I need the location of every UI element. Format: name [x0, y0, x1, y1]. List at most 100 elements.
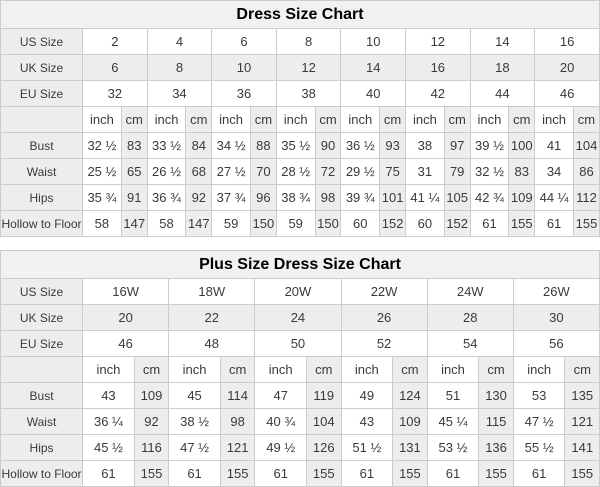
measure-inch-value: 34: [534, 158, 574, 185]
unit-cm-label: cm: [392, 356, 428, 383]
unit-cm-label: cm: [133, 356, 170, 383]
unit-cm-label: cm: [185, 106, 213, 133]
row-label: EU Size: [0, 80, 84, 107]
measure-cm-value: 91: [120, 184, 148, 211]
measure-cm-value: 86: [572, 158, 600, 185]
measure-inch-value: 61: [168, 460, 221, 487]
unit-inch-label: inch: [82, 106, 122, 133]
measure-cm-value: 116: [133, 434, 170, 461]
unit-inch-label: inch: [512, 356, 566, 383]
size-value: 16: [534, 28, 600, 55]
size-value: 8: [146, 54, 213, 81]
measure-cm-value: 119: [306, 382, 342, 409]
measure-inch-value: 38 ¾: [275, 184, 316, 211]
measure-inch-value: 61: [469, 210, 510, 237]
size-value: 18: [469, 54, 536, 81]
unit-cm-label: cm: [306, 356, 342, 383]
unit-inch-label: inch: [534, 106, 574, 133]
unit-row-label: [0, 356, 84, 383]
size-value: 24: [254, 304, 342, 331]
measure-cm-value: 109: [392, 408, 428, 435]
measure-inch-value: 42 ¾: [469, 184, 510, 211]
measure-inch-value: 43: [340, 408, 394, 435]
measure-inch-value: 33 ½: [146, 132, 187, 159]
measure-cm-value: 121: [219, 434, 256, 461]
chart-title: Dress Size Chart: [0, 0, 600, 29]
unit-inch-label: inch: [211, 106, 251, 133]
measure-cm-value: 84: [185, 132, 213, 159]
measure-inch-value: 41 ¼: [405, 184, 445, 211]
measure-cm-value: 155: [564, 460, 600, 487]
measure-cm-value: 72: [314, 158, 342, 185]
row-label: Waist: [0, 158, 84, 185]
unit-inch-label: inch: [275, 106, 316, 133]
size-value: 40: [340, 80, 407, 107]
measure-cm-value: 79: [443, 158, 471, 185]
measure-inch-value: 36 ¾: [146, 184, 187, 211]
measure-inch-value: 34 ½: [211, 132, 251, 159]
measure-cm-value: 150: [314, 210, 342, 237]
measure-inch-value: 51 ½: [340, 434, 394, 461]
measure-inch-value: 60: [340, 210, 381, 237]
measure-inch-value: 60: [405, 210, 445, 237]
measure-inch-value: 43: [82, 382, 135, 409]
measure-cm-value: 109: [133, 382, 170, 409]
unit-cm-label: cm: [564, 356, 600, 383]
measure-inch-value: 45 ¼: [426, 408, 480, 435]
measure-inch-value: 32 ½: [82, 132, 122, 159]
unit-cm-label: cm: [249, 106, 277, 133]
measure-inch-value: 40 ¾: [254, 408, 308, 435]
unit-inch-label: inch: [340, 106, 381, 133]
measure-cm-value: 100: [508, 132, 536, 159]
size-value: 22: [168, 304, 256, 331]
measure-inch-value: 61: [254, 460, 308, 487]
measure-cm-value: 135: [564, 382, 600, 409]
measure-inch-value: 47 ½: [168, 434, 221, 461]
measure-cm-value: 92: [133, 408, 170, 435]
size-value: 16W: [82, 278, 170, 305]
row-label: US Size: [0, 278, 84, 305]
unit-inch-label: inch: [82, 356, 135, 383]
measure-inch-value: 61: [426, 460, 480, 487]
unit-cm-label: cm: [120, 106, 148, 133]
chart-title: Plus Size Dress Size Chart: [0, 250, 600, 279]
dress-size-chart-table: Dress Size Chart US Size 2 4 6 8 10 12 14 16 UK Si…: [0, 0, 600, 237]
measure-inch-value: 28 ½: [275, 158, 316, 185]
measure-cm-value: 155: [508, 210, 536, 237]
size-value: 38: [275, 80, 342, 107]
measure-cm-value: 114: [219, 382, 256, 409]
size-value: 36: [211, 80, 277, 107]
measure-cm-value: 101: [379, 184, 407, 211]
row-label: Hollow to Floor: [0, 210, 84, 237]
measure-cm-value: 97: [443, 132, 471, 159]
measure-inch-value: 49 ½: [254, 434, 308, 461]
size-value: 24W: [426, 278, 514, 305]
row-label: Bust: [0, 382, 84, 409]
measure-inch-value: 58: [82, 210, 122, 237]
measure-cm-value: 70: [249, 158, 277, 185]
measure-inch-value: 39 ¾: [340, 184, 381, 211]
size-value: 20W: [254, 278, 342, 305]
measure-inch-value: 58: [146, 210, 187, 237]
size-value: 26W: [512, 278, 600, 305]
measure-cm-value: 109: [508, 184, 536, 211]
size-value: 44: [469, 80, 536, 107]
row-label: Hollow to Floor: [0, 460, 84, 487]
size-value: 10: [211, 54, 277, 81]
size-value: 6: [211, 28, 277, 55]
measure-cm-value: 83: [120, 132, 148, 159]
measure-cm-value: 131: [392, 434, 428, 461]
size-value: 14: [340, 54, 407, 81]
size-value: 6: [82, 54, 148, 81]
row-label: UK Size: [0, 304, 84, 331]
size-value: 18W: [168, 278, 256, 305]
unit-cm-label: cm: [379, 106, 407, 133]
unit-cm-label: cm: [219, 356, 256, 383]
size-value: 46: [82, 330, 170, 357]
size-value: 34: [146, 80, 213, 107]
row-label: Waist: [0, 408, 84, 435]
measure-inch-value: 53: [512, 382, 566, 409]
measure-cm-value: 126: [306, 434, 342, 461]
row-label: UK Size: [0, 54, 84, 81]
